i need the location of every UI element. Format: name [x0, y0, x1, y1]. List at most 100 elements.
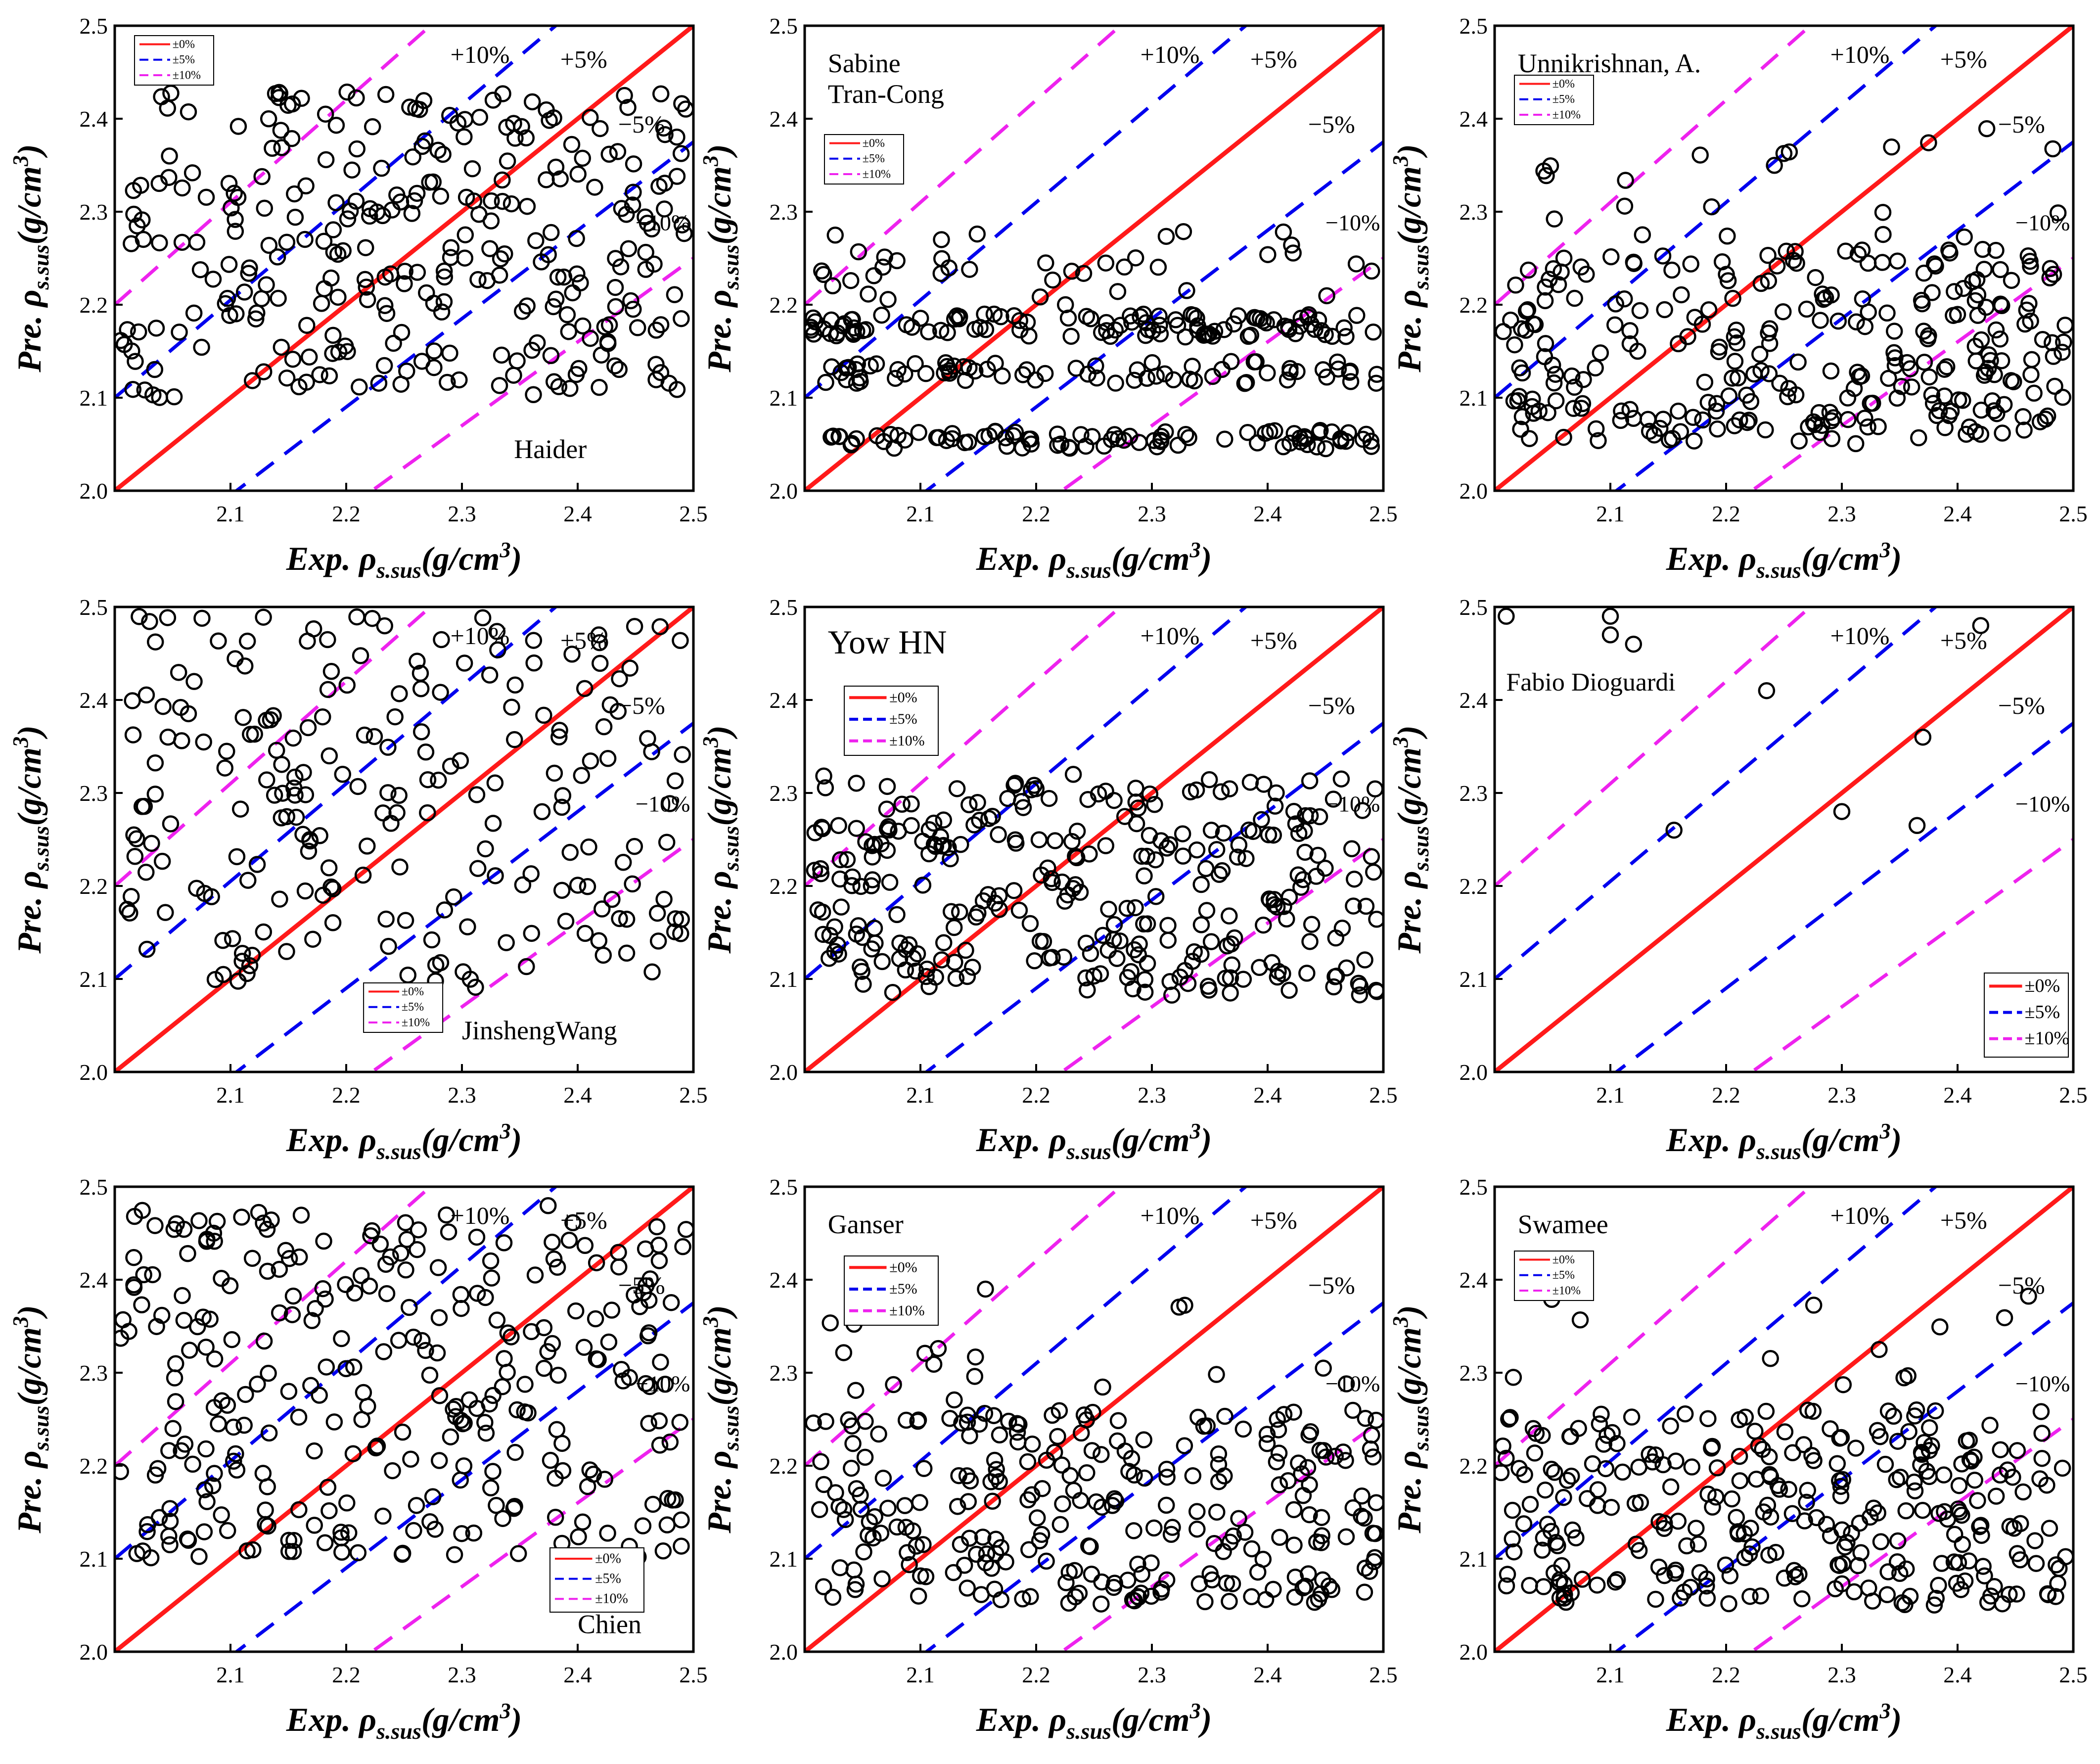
data-point [1356, 951, 1373, 969]
data-point [644, 1495, 662, 1513]
data-point [935, 934, 953, 951]
data-point [603, 1301, 621, 1319]
data-point [1602, 248, 1620, 266]
data-point [547, 1509, 564, 1526]
data-point [1327, 929, 1345, 947]
data-point [1059, 309, 1077, 327]
data-point [626, 837, 643, 855]
data-point [1188, 1520, 1206, 1538]
data-point [284, 1543, 302, 1560]
data-point [483, 1269, 501, 1287]
data-point [1177, 426, 1194, 443]
data-point [456, 128, 473, 145]
data-point [1711, 338, 1728, 356]
data-point [1703, 1438, 1721, 1455]
data-point [888, 906, 906, 924]
data-point [1176, 1437, 1193, 1454]
x-tick-label: 2.1 [906, 1082, 935, 1108]
data-point [1728, 1509, 1745, 1526]
data-point [1122, 307, 1139, 325]
data-point [625, 300, 642, 318]
data-point [1541, 271, 1558, 288]
data-point [161, 147, 178, 165]
data-point [1760, 272, 1778, 290]
data-point [221, 307, 238, 324]
data-point [2014, 408, 2032, 425]
data-point [640, 1415, 657, 1432]
data-point [1999, 1461, 2016, 1479]
data-point [1593, 1405, 1610, 1423]
data-point [1210, 1473, 1228, 1490]
data-point [2056, 317, 2073, 334]
data-point [1311, 423, 1328, 441]
data-point [661, 795, 679, 812]
y-tick-label: 2.5 [80, 1174, 108, 1200]
data-point [639, 730, 656, 747]
data-point [1502, 1409, 1519, 1426]
data-point [1527, 1425, 1545, 1442]
data-point [1513, 408, 1531, 425]
data-point [1542, 157, 1559, 175]
data-point [1535, 1578, 1552, 1595]
data-point [419, 804, 436, 822]
data-point [1769, 1477, 1787, 1494]
data-point [468, 786, 486, 803]
data-point [266, 787, 283, 804]
data-point [910, 1587, 927, 1605]
data-point [940, 839, 957, 856]
data-point [1215, 824, 1233, 842]
data-point [146, 786, 164, 803]
data-point [468, 1228, 486, 1246]
data-point [666, 772, 684, 789]
data-point [408, 1497, 425, 1514]
label-plus-10: +10% [1141, 622, 1200, 650]
data-point [543, 224, 560, 241]
label-minus-5: −5% [1308, 1271, 1355, 1299]
data-point [1893, 1594, 1911, 1612]
data-point [398, 1231, 415, 1248]
data-point [2003, 272, 2020, 289]
data-point [1237, 373, 1255, 391]
data-point [191, 261, 209, 279]
data-point [503, 698, 520, 716]
data-point [332, 1524, 350, 1541]
data-point [1044, 271, 1061, 289]
x-tick-label: 2.2 [1022, 1082, 1050, 1108]
data-point [391, 685, 408, 702]
x-axis-label: Exp. ρs.sus(g/cm3) [1666, 538, 1902, 583]
data-point [1111, 932, 1129, 950]
data-point [595, 718, 613, 736]
x-axis-label: Exp. ρs.sus(g/cm3) [1666, 1699, 1902, 1744]
data-point [1516, 1466, 1533, 1484]
data-point [1537, 279, 1554, 296]
data-point [1198, 902, 1216, 919]
data-point [173, 1442, 190, 1459]
data-point [1707, 402, 1725, 420]
data-point [864, 848, 881, 866]
data-point [650, 1236, 668, 1254]
data-point [257, 1516, 274, 1533]
data-point [284, 1287, 302, 1305]
data-point [1908, 817, 1926, 835]
data-point [1325, 978, 1342, 996]
data-point [224, 930, 241, 947]
data-point [357, 239, 374, 256]
data-point [435, 262, 453, 280]
data-point [2041, 269, 2058, 287]
data-point [550, 378, 568, 395]
data-point [418, 284, 435, 302]
data-point [600, 145, 618, 163]
data-point [469, 271, 487, 288]
x-tick-label: 2.1 [216, 1662, 245, 1687]
data-point [181, 1342, 198, 1359]
data-point [1270, 1444, 1288, 1462]
data-point [375, 357, 393, 374]
data-point [402, 1450, 419, 1468]
x-tick-label: 2.4 [1253, 1662, 1282, 1687]
data-point [620, 240, 638, 258]
data-point [153, 1306, 171, 1324]
data-point [1587, 420, 1605, 438]
data-point [455, 1457, 473, 1475]
data-point [1162, 1526, 1180, 1543]
